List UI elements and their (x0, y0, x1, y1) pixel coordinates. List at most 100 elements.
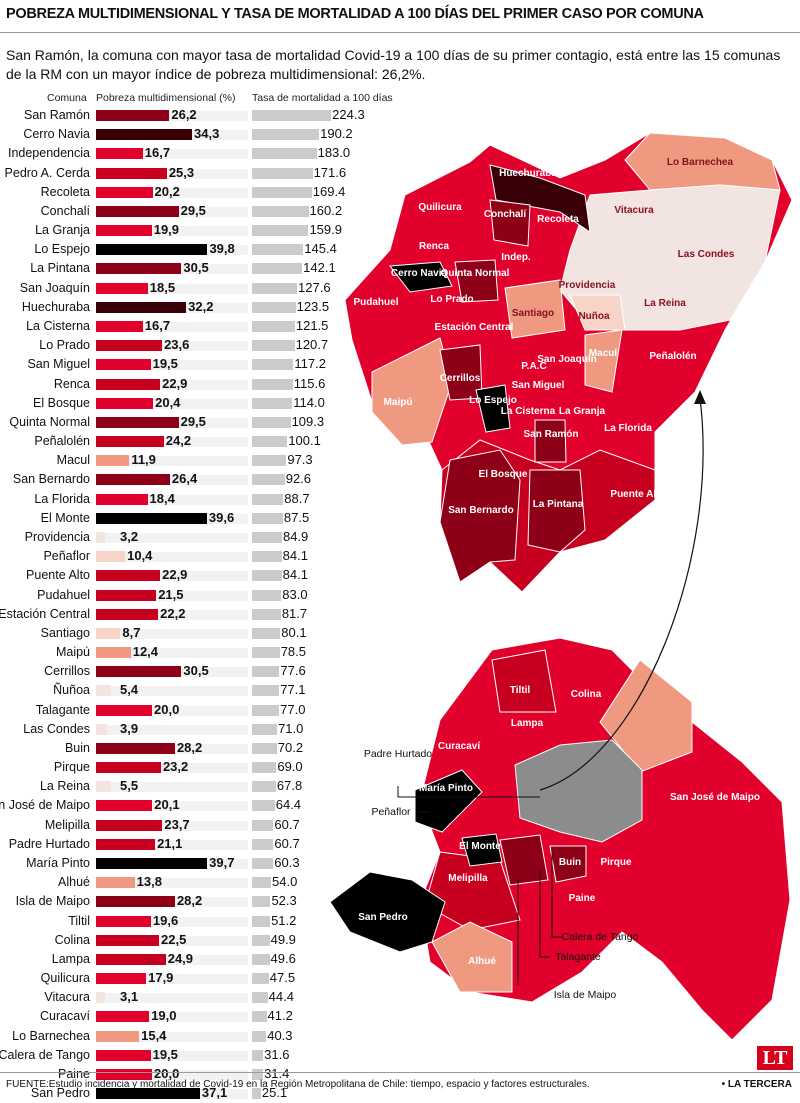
map-label: Lo Barnechea (667, 157, 734, 168)
comuna-label: Puente Alto (26, 568, 90, 583)
pobreza-bar (96, 244, 208, 256)
map-label: Cerrillos (440, 373, 481, 384)
callout-label: Isla de Maipo (554, 989, 617, 1001)
mortalidad-value: 70.2 (277, 739, 304, 755)
pobreza-bar (96, 781, 112, 793)
table-row: Cerro Navia 34,3 190.2 (0, 125, 400, 144)
comuna-label: Renca (53, 376, 90, 391)
pobreza-track (96, 609, 248, 620)
pobreza-bar (96, 359, 151, 371)
table-row: El Bosque 20,4 114.0 (0, 394, 400, 413)
pobreza-track (96, 878, 248, 889)
mortalidad-bar (252, 1030, 267, 1042)
pobreza-bar (96, 512, 207, 524)
mortalidad-value: 224.3 (332, 107, 365, 122)
pobreza-bar (96, 819, 163, 831)
mortalidad-value: 69.0 (277, 759, 303, 775)
comuna-label: Lo Espejo (34, 242, 90, 257)
pobreza-value: 34,3 (194, 126, 220, 142)
comuna-label: Colina (54, 932, 90, 947)
mortalidad-bar (252, 1049, 264, 1061)
comuna-label: San Joaquín (19, 280, 90, 295)
mortalidad-bar (252, 340, 295, 352)
comuna-label: Providencia (24, 529, 90, 544)
mortalidad-bar (252, 723, 278, 735)
map-label: Colina (571, 689, 602, 700)
pobreza-value: 23,6 (164, 337, 190, 353)
pobreza-value: 22,5 (161, 931, 187, 947)
table-row: Renca 22,9 115.6 (0, 375, 400, 394)
pobreza-bar (96, 436, 164, 448)
pobreza-bar (96, 742, 175, 754)
pobreza-value: 3,2 (120, 528, 139, 544)
pobreza-track (96, 935, 248, 946)
pobreza-value: 13,8 (136, 874, 162, 890)
pobreza-bar (96, 973, 147, 985)
pobreza-value: 30,5 (183, 663, 209, 679)
mortalidad-value: 159.9 (309, 222, 342, 238)
comuna-label: Pedro A. Cerda (4, 165, 90, 180)
comuna-label: El Monte (40, 510, 90, 525)
mortalidad-value: 121.5 (295, 317, 329, 333)
table-row: Pudahuel 21,5 83.0 (0, 586, 400, 605)
pobreza-track (96, 782, 248, 793)
mortalidad-bar (252, 666, 280, 678)
pobreza-value: 28,2 (176, 739, 203, 755)
table-row: El Monte 39,6 87.5 (0, 509, 400, 528)
comuna-label: Calera de Tango (0, 1047, 90, 1062)
map-label: Pudahuel (353, 297, 398, 308)
mortalidad-bar (252, 110, 332, 121)
mortalidad-bar (252, 225, 309, 237)
pobreza-bar (96, 1030, 140, 1042)
table-row: Vitacura 3,1 44.4 (0, 988, 400, 1007)
pobreza-value: 19,0 (151, 1008, 177, 1024)
comuna-label: Conchalí (40, 203, 90, 218)
mortalidad-value: 87.5 (283, 509, 310, 525)
pobreza-value: 24,2 (165, 433, 192, 449)
zone-lo-espejo (475, 384, 511, 433)
pobreza-track (96, 321, 248, 332)
map-label: El Monte (459, 841, 501, 852)
comuna-label: Peñaflor (43, 549, 90, 564)
mortalidad-bar (252, 1011, 267, 1023)
mortalidad-value: 77.0 (280, 701, 306, 717)
pobreza-bar (96, 263, 182, 275)
pobreza-track (96, 1012, 248, 1023)
mortalidad-bar (252, 762, 277, 774)
comuna-label: Peñalolén (34, 434, 90, 449)
mortalidad-bar (252, 570, 282, 582)
mortalidad-bar (252, 531, 282, 543)
mortalidad-value: 109.3 (291, 413, 325, 429)
pobreza-bar (96, 934, 159, 946)
callout-label: Calera de Tango (562, 931, 639, 943)
comuna-label: Las Condes (23, 721, 90, 736)
pobreza-track (96, 226, 248, 237)
comuna-label: Huechuraba (21, 299, 90, 314)
map-label: San Bernardo (448, 505, 514, 516)
region-urban-area (514, 739, 643, 843)
table-row: Lo Barnechea 15,4 40.3 (0, 1027, 400, 1046)
map-label: La Cisterna (501, 406, 556, 417)
mortalidad-bar (252, 1069, 264, 1080)
region-alhue (431, 921, 513, 993)
mortalidad-value: 92.6 (285, 471, 311, 487)
mortalidad-value: 52.3 (271, 893, 297, 909)
mortalidad-value: 78.5 (280, 644, 307, 660)
pobreza-value: 21,5 (158, 586, 184, 602)
pobreza-track (96, 686, 248, 697)
table-row: Isla de Maipo 28,2 52.3 (0, 892, 400, 911)
table-row: Lo Prado 23,6 120.7 (0, 336, 400, 355)
mortalidad-value: 47.5 (269, 970, 296, 986)
header-mortalidad: Tasa de mortalidad a 100 días (252, 92, 393, 104)
mortalidad-value: 80.1 (281, 624, 307, 640)
mortalidad-bar (252, 896, 271, 908)
pobreza-value: 17,9 (148, 970, 174, 986)
table-row: Peñaflor 10,4 84.1 (0, 547, 400, 566)
pobreza-track (96, 801, 248, 812)
comuna-label: La Granja (35, 223, 90, 238)
pobreza-value: 3,9 (120, 720, 139, 736)
zone-quinta-normal (454, 259, 499, 303)
table-row: San José de Maipo 20,1 64.4 (0, 796, 400, 815)
pobreza-bar (96, 647, 131, 659)
pobreza-value: 26,2 (171, 107, 197, 122)
